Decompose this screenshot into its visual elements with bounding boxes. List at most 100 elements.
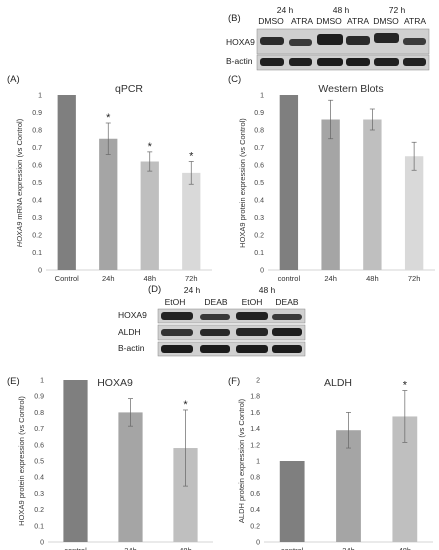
blot-d-row-aldh: ALDH bbox=[118, 327, 141, 337]
chart-title: Western Blots bbox=[318, 83, 383, 95]
charts-layer: (A) qPCR HOXA9 mRNA expression (vs Control… bbox=[7, 74, 435, 550]
blot-d-membrane-hoxa9 bbox=[157, 308, 306, 324]
chart-c: (C) Western Blots HOXA9 protein expression… bbox=[228, 74, 435, 283]
blot-b-bands-hoxa9 bbox=[260, 33, 426, 46]
panel-label-b: (B) bbox=[228, 13, 241, 24]
y-tick-label: 0.1 bbox=[34, 523, 44, 530]
blot-d-band bbox=[236, 345, 268, 353]
panel-label-e: (E) bbox=[7, 376, 20, 387]
y-tick-label: 0.6 bbox=[250, 491, 260, 498]
blot-d-band bbox=[236, 328, 268, 336]
y-tick-label: 2 bbox=[256, 378, 260, 385]
bar-control bbox=[279, 461, 305, 542]
chart-title: HOXA9 bbox=[97, 377, 133, 389]
blot-d-band bbox=[200, 345, 230, 353]
blot-b-band bbox=[260, 58, 284, 66]
panel-label-f: (F) bbox=[228, 376, 240, 387]
y-tick-label: 0.4 bbox=[34, 475, 44, 482]
y-axis-title-italic: HOXA9 bbox=[15, 221, 24, 247]
bar-48h bbox=[363, 119, 382, 270]
x-category-label: control bbox=[278, 274, 301, 283]
bar-24h bbox=[336, 430, 361, 542]
blot-b-lane-3: DMSO bbox=[316, 16, 342, 26]
y-tick-label: 0.1 bbox=[32, 250, 42, 257]
x-category-label: 48h bbox=[399, 546, 412, 550]
blot-d-band bbox=[272, 328, 302, 336]
y-tick-label: 0.6 bbox=[32, 163, 42, 170]
y-tick-label: 0.6 bbox=[254, 163, 264, 170]
blot-b-band bbox=[289, 58, 312, 66]
y-axis-title-text: ALDH protein expression (vs Control) bbox=[237, 398, 246, 523]
bar-control bbox=[279, 95, 299, 270]
blot-d-time-24h: 24 h bbox=[184, 285, 201, 295]
chart-f: (F) ALDH ALDH protein expression (vs Contr… bbox=[228, 376, 433, 550]
x-category-label: control bbox=[64, 546, 87, 550]
y-tick-label: 0.9 bbox=[32, 110, 42, 117]
y-tick-label: 1 bbox=[38, 93, 42, 100]
y-tick-label: 0.9 bbox=[34, 394, 44, 401]
y-tick-label: 0.4 bbox=[250, 507, 260, 514]
blot-d-lane-4: DEAB bbox=[275, 297, 298, 307]
blot-d-row-hoxa9: HOXA9 bbox=[118, 310, 147, 320]
y-tick-label: 0.7 bbox=[34, 426, 44, 433]
y-tick-label: 1 bbox=[260, 93, 264, 100]
chart-title: ALDH bbox=[324, 377, 352, 389]
x-category-label: 72h bbox=[185, 274, 198, 283]
blot-b-band bbox=[317, 58, 343, 66]
y-tick-label: 0.9 bbox=[254, 110, 264, 117]
blot-d-band bbox=[272, 345, 302, 353]
y-tick-label: 0.2 bbox=[254, 233, 264, 240]
y-axis-title: ALDH protein expression (vs Control) bbox=[237, 398, 246, 523]
blot-b-bands-bactin bbox=[260, 58, 426, 66]
x-category-label: control bbox=[281, 546, 304, 550]
bar-control bbox=[63, 380, 88, 542]
chart-a: (A) qPCR HOXA9 mRNA expression (vs Control… bbox=[7, 74, 212, 283]
y-tick-label: 0.5 bbox=[254, 180, 264, 187]
y-tick-label: 0.8 bbox=[34, 410, 44, 417]
blot-deab: (D) 24 h 48 h EtOH DEAB EtOH DEAB HOXA9 … bbox=[118, 284, 306, 357]
panel-label-a: (A) bbox=[7, 74, 20, 85]
y-tick-label: 0.3 bbox=[32, 215, 42, 222]
blot-d-band bbox=[200, 329, 230, 336]
y-axis-title: HOXA9 mRNA expression (vs Control) bbox=[15, 118, 24, 247]
y-tick-label: 0.8 bbox=[254, 128, 264, 135]
blot-d-membrane-bactin bbox=[157, 341, 306, 357]
y-tick-label: 0.4 bbox=[32, 198, 42, 205]
bar-24h bbox=[118, 412, 143, 542]
bar-control bbox=[57, 95, 76, 270]
y-tick-label: 1 bbox=[256, 459, 260, 466]
blot-d-lane-1: EtOH bbox=[165, 297, 186, 307]
blot-atra: (B) 24 h 48 h 72 h DMSO ATRA DMSO ATRA D… bbox=[226, 5, 430, 71]
chart-e: (E) HOXA9 HOXA9 protein expression (vs Con… bbox=[7, 376, 213, 550]
y-tick-label: 1.4 bbox=[250, 426, 260, 433]
x-category-label: 72h bbox=[408, 274, 421, 283]
y-tick-label: 0.8 bbox=[32, 128, 42, 135]
blot-b-band bbox=[374, 58, 399, 66]
blot-b-band bbox=[403, 38, 426, 45]
y-tick-label: 0.3 bbox=[34, 491, 44, 498]
x-category-label: 24h bbox=[324, 274, 337, 283]
y-tick-label: 1.6 bbox=[250, 410, 260, 417]
y-tick-label: 0.2 bbox=[34, 507, 44, 514]
x-category-label: 48h bbox=[179, 546, 192, 550]
blot-b-lane-2: ATRA bbox=[291, 16, 313, 26]
y-tick-label: 1 bbox=[40, 378, 44, 385]
blot-d-membrane-aldh bbox=[157, 324, 306, 341]
y-tick-label: 0.3 bbox=[254, 215, 264, 222]
blot-b-time-48h: 48 h bbox=[333, 5, 350, 15]
blot-d-bands-hoxa9 bbox=[161, 312, 302, 320]
blot-d-row-bactin: B-actin bbox=[118, 343, 145, 353]
bar-72h bbox=[182, 172, 201, 270]
significance-star: * bbox=[403, 380, 408, 392]
blot-b-lane-1: DMSO bbox=[258, 16, 284, 26]
y-tick-label: 0.8 bbox=[250, 475, 260, 482]
x-category-label: 24h bbox=[124, 546, 137, 550]
blot-b-band bbox=[346, 36, 370, 45]
blot-d-band bbox=[200, 314, 230, 320]
significance-star: * bbox=[183, 399, 188, 411]
blot-d-bands-bactin bbox=[161, 345, 302, 353]
y-tick-label: 0.1 bbox=[254, 250, 264, 257]
bar-48h bbox=[140, 161, 159, 270]
bar-24h bbox=[99, 138, 118, 270]
